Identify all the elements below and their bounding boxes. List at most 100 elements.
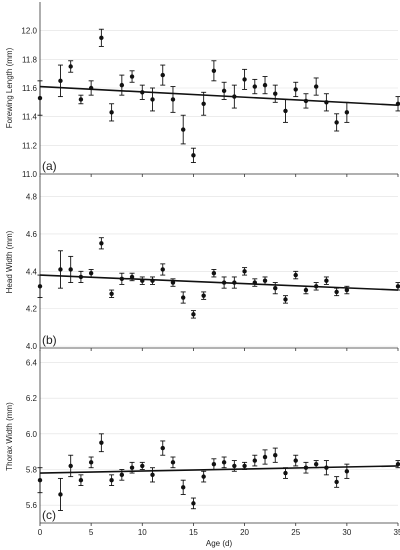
data-point bbox=[160, 445, 165, 451]
data-point bbox=[283, 470, 288, 476]
data-point bbox=[324, 100, 329, 105]
y-tick-label: 4.0 bbox=[26, 342, 38, 351]
data-point bbox=[68, 463, 73, 469]
data-point bbox=[324, 465, 329, 470]
data-point bbox=[232, 280, 237, 285]
data-point bbox=[78, 274, 84, 280]
y-tick-label: 6.2 bbox=[26, 394, 38, 403]
data-point bbox=[273, 453, 278, 458]
data-point bbox=[140, 278, 145, 283]
data-point bbox=[201, 474, 206, 479]
data-point bbox=[119, 472, 125, 478]
data-point bbox=[242, 463, 247, 469]
y-tick-label: 11.6 bbox=[22, 84, 38, 93]
data-point bbox=[242, 77, 247, 82]
data-point bbox=[88, 271, 94, 276]
data-point bbox=[78, 97, 84, 102]
data-point bbox=[293, 458, 298, 463]
regression-line bbox=[39, 85, 399, 106]
data-point bbox=[303, 287, 309, 293]
data-point bbox=[170, 280, 176, 285]
panel-label: (c) bbox=[42, 508, 56, 522]
data-point bbox=[150, 97, 155, 102]
data-point bbox=[344, 287, 350, 293]
y-axis-label: Thorax Width (mm) bbox=[5, 402, 14, 471]
data-point bbox=[201, 293, 206, 298]
y-tick-label: 11.0 bbox=[22, 170, 38, 179]
regression-line bbox=[39, 274, 399, 291]
y-tick-label: 6.4 bbox=[26, 358, 38, 367]
data-point bbox=[181, 295, 186, 300]
x-tick-label: 0 bbox=[38, 528, 43, 537]
data-point bbox=[78, 477, 84, 483]
data-point bbox=[232, 463, 237, 469]
x-tick-label: 15 bbox=[189, 528, 198, 537]
data-point bbox=[283, 108, 288, 114]
data-point bbox=[293, 87, 298, 92]
data-point bbox=[58, 78, 63, 84]
y-tick-label: 12.0 bbox=[21, 27, 37, 36]
data-point bbox=[160, 267, 165, 272]
data-point bbox=[313, 284, 319, 289]
data-point bbox=[109, 477, 114, 483]
data-point bbox=[160, 72, 165, 78]
data-point bbox=[344, 110, 350, 115]
data-point bbox=[109, 291, 114, 296]
y-tick-label: 4.4 bbox=[26, 267, 38, 276]
data-point bbox=[334, 479, 339, 485]
data-point bbox=[211, 68, 217, 74]
data-point bbox=[191, 153, 196, 158]
data-point bbox=[262, 278, 268, 283]
data-point bbox=[68, 64, 73, 69]
data-point bbox=[273, 285, 278, 291]
data-point bbox=[242, 269, 247, 274]
panel-label: (b) bbox=[42, 333, 57, 347]
data-point bbox=[313, 461, 319, 467]
y-tick-label: 4.8 bbox=[26, 193, 38, 202]
y-tick-label: 4.6 bbox=[26, 230, 38, 239]
data-point bbox=[211, 271, 217, 276]
data-point bbox=[68, 267, 73, 272]
data-point bbox=[119, 276, 125, 282]
data-point bbox=[58, 492, 63, 497]
data-point bbox=[252, 458, 257, 463]
x-tick-label: 5 bbox=[89, 528, 94, 537]
x-tick-label: 10 bbox=[138, 528, 147, 537]
data-point bbox=[313, 84, 319, 89]
data-point bbox=[181, 127, 186, 132]
data-point bbox=[324, 278, 329, 283]
data-point bbox=[252, 280, 257, 285]
data-point bbox=[150, 472, 155, 478]
x-tick-label: 30 bbox=[342, 528, 351, 537]
data-point bbox=[58, 267, 63, 272]
y-tick-label: 11.2 bbox=[22, 141, 38, 150]
data-point bbox=[150, 278, 155, 283]
regression-line bbox=[39, 465, 399, 474]
data-point bbox=[129, 274, 135, 280]
data-point bbox=[119, 82, 125, 88]
data-point bbox=[99, 35, 104, 41]
data-point bbox=[303, 465, 309, 470]
data-point bbox=[293, 272, 298, 278]
y-tick-label: 4.2 bbox=[26, 305, 38, 314]
data-point bbox=[273, 91, 278, 96]
data-point bbox=[170, 97, 176, 102]
data-point bbox=[140, 90, 145, 95]
data-point bbox=[201, 101, 206, 106]
panel-label: (a) bbox=[42, 159, 57, 173]
data-point bbox=[232, 94, 237, 99]
data-point bbox=[334, 289, 339, 295]
data-point bbox=[37, 95, 43, 101]
y-tick-label: 5.6 bbox=[26, 501, 38, 510]
data-point bbox=[395, 461, 400, 467]
data-point bbox=[221, 280, 227, 285]
data-point bbox=[88, 85, 94, 91]
data-point bbox=[395, 101, 400, 106]
data-point bbox=[303, 98, 309, 104]
y-axis-label: Forewing Length (mm) bbox=[5, 47, 14, 128]
data-point bbox=[252, 84, 257, 89]
data-point bbox=[262, 454, 268, 460]
y-tick-label: 11.8 bbox=[22, 55, 38, 64]
data-point bbox=[129, 74, 135, 79]
data-point bbox=[99, 241, 104, 246]
